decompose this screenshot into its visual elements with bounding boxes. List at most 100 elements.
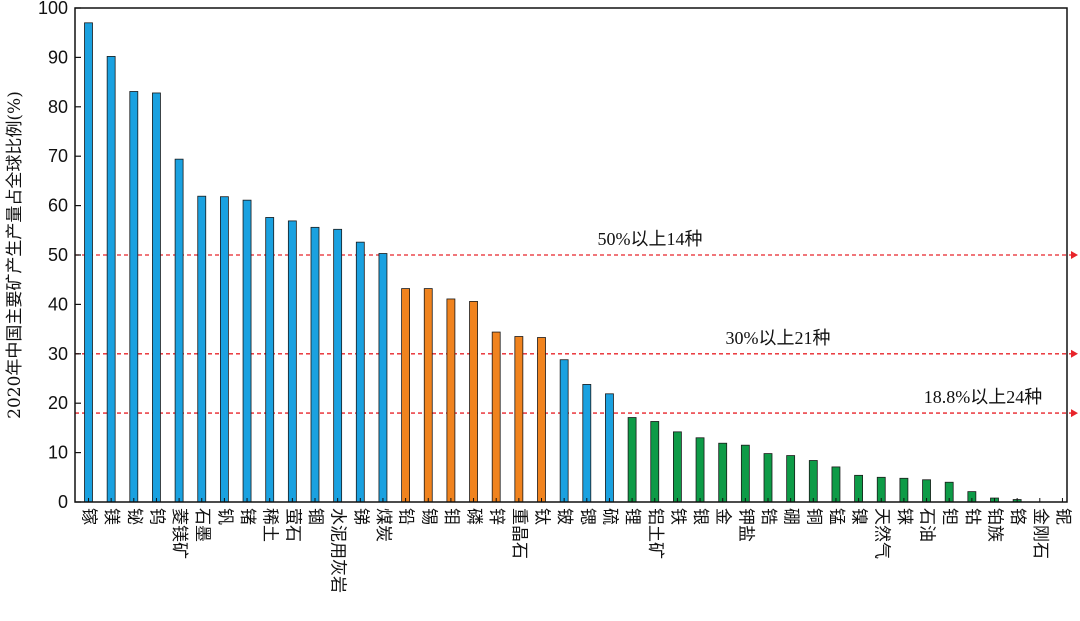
reference-label: 30%以上21种: [726, 328, 831, 348]
bar: [265, 217, 275, 503]
category-label: 铅: [396, 508, 416, 525]
category-label: 铍: [554, 508, 574, 525]
bar: [582, 384, 592, 503]
category-label: 锑: [350, 508, 370, 525]
bar: [242, 199, 252, 503]
category-label: 锢: [305, 508, 325, 525]
category-label: 磷: [464, 508, 484, 525]
category-label: 铬: [1007, 508, 1027, 525]
bar: [174, 158, 184, 503]
category-label: 银: [690, 508, 710, 525]
bar: [559, 359, 569, 503]
category-label: 钒: [214, 508, 234, 525]
category-label: 硼: [781, 508, 801, 525]
bar: [152, 92, 161, 503]
bar: [514, 336, 524, 503]
x-axis-labels: 镓镁铋钨菱镁矿 石墨钒锗稀土 萤石锢水泥用灰岩锑煤炭铅锡钼磷锌重晶石钛铍锶硫锂铝土矿…: [79, 498, 1072, 593]
category-label: 钴: [962, 508, 982, 525]
category-label: 稀土: [260, 508, 280, 542]
category-label: 锗: [237, 508, 257, 525]
bar: [808, 460, 818, 503]
reference-labels: 50%以上14种 30%以上21种 18.8%以上24种: [598, 229, 1043, 407]
bar: [333, 228, 343, 503]
category-label: 菱镁矿: [169, 508, 189, 559]
category-label: 铋: [124, 508, 144, 525]
category-label: 铂族: [985, 508, 1005, 542]
category-label: 钾盐: [735, 508, 755, 542]
category-label: 锆: [758, 508, 778, 525]
reference-arrow: [1071, 251, 1078, 259]
bar: [310, 226, 320, 503]
bar: [446, 298, 456, 503]
y-tick-label: 70: [48, 146, 68, 166]
category-label: 钨: [146, 508, 166, 525]
bar: [627, 417, 637, 503]
y-axis-title: 2020年中国主要矿产生产量占全球比例(%): [5, 91, 25, 419]
bar: [378, 253, 388, 503]
category-label: 镍: [849, 508, 869, 525]
bars: [84, 22, 1022, 503]
category-label: 石油: [917, 508, 937, 542]
category-label: 硫: [599, 508, 619, 525]
bar: [854, 474, 863, 503]
category-label: 水泥用灰岩: [328, 508, 348, 593]
bar: [786, 455, 796, 503]
y-tick-label: 50: [48, 245, 68, 265]
y-tick-label: 60: [48, 196, 68, 216]
category-label: 金刚石: [1030, 508, 1050, 559]
y-tick-label: 10: [48, 443, 68, 463]
bar: [650, 421, 660, 503]
bar: [469, 301, 478, 503]
category-label: 金: [713, 508, 733, 525]
bar: [355, 241, 365, 503]
reference-arrow: [1071, 349, 1078, 358]
category-label: 锂: [622, 508, 642, 525]
bar: [423, 288, 433, 503]
bar: [718, 442, 728, 503]
bar: [84, 22, 93, 503]
bar: [106, 56, 116, 503]
bar: [673, 431, 682, 503]
y-tick-label: 20: [48, 393, 68, 413]
category-label: 锶: [577, 508, 597, 525]
bar: [695, 437, 705, 503]
bar: [219, 196, 229, 503]
category-label: 天然气: [871, 508, 891, 559]
reference-lines: [75, 251, 1078, 418]
reference-label: 50%以上14种: [598, 229, 703, 249]
y-tick-label: 30: [48, 344, 68, 364]
bar: [605, 393, 614, 503]
category-label: 重晶石: [509, 508, 529, 559]
category-label: 石墨: [192, 508, 212, 542]
bar: [491, 331, 501, 503]
y-tick-label: 90: [48, 47, 68, 67]
category-label: 煤炭: [373, 508, 393, 542]
category-label: 镁: [101, 508, 121, 525]
category-label: 锌: [486, 508, 506, 525]
reference-label: 18.8%以上24种: [924, 387, 1043, 407]
bar: [740, 444, 750, 503]
bar: [401, 288, 411, 503]
category-label: 锡: [418, 508, 438, 525]
category-label: 铝土矿: [645, 508, 665, 559]
category-label: 锰: [826, 508, 846, 525]
category-label: 铜: [803, 508, 823, 525]
category-label: 镓: [79, 508, 99, 525]
reference-arrow: [1071, 409, 1078, 418]
bar: [537, 337, 546, 503]
category-label: 钽: [939, 508, 959, 525]
bar: [287, 220, 297, 503]
category-label: 钼: [441, 508, 461, 525]
category-label: 萤石: [282, 508, 302, 542]
category-label: 铼: [894, 508, 914, 525]
category-label: 钛: [532, 508, 552, 525]
bar: [831, 466, 841, 503]
bar: [197, 195, 207, 503]
y-axis: 0 10 20 30 40 50 60 70 80 90 100: [38, 0, 81, 512]
bar: [129, 91, 139, 503]
y-tick-label: 40: [48, 294, 68, 314]
category-label: 铁: [667, 508, 687, 525]
y-tick-label: 80: [48, 97, 68, 117]
y-tick-label: 0: [58, 492, 68, 512]
